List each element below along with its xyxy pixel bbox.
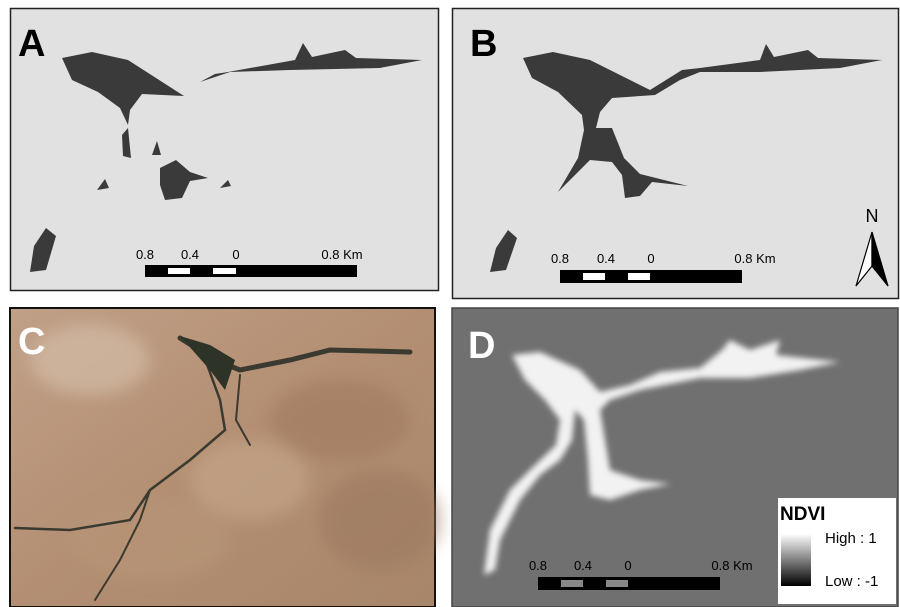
panel-b: B 0.8 0.4 0 0.8 Km N <box>453 9 899 299</box>
scale-label: 0.8 <box>136 247 154 262</box>
panel-c: C <box>10 308 440 607</box>
legend-low: Low : -1 <box>825 573 878 590</box>
scale-label: 0.4 <box>574 558 592 573</box>
legend-title: NDVI <box>780 504 825 525</box>
panel-a: A 0.8 0.4 0 0.8 Km <box>11 9 439 291</box>
scale-label: 0 <box>232 247 239 262</box>
scale-label: 0.8 Km <box>734 251 775 266</box>
scale-label: 0 <box>647 251 654 266</box>
figure: A 0.8 0.4 0 0.8 Km B 0.8 0.4 0 0.8 Km N … <box>0 0 900 607</box>
legend-high: High : 1 <box>825 530 877 547</box>
scale-label: 0.4 <box>597 251 615 266</box>
panel-label: A <box>18 23 45 65</box>
panel-d: D 0.8 0.4 0 0.8 Km NDVI High : 1 Low : -… <box>452 308 898 607</box>
panel-label: C <box>18 321 45 363</box>
scale-label: 0.8 <box>529 558 547 573</box>
north-label: N <box>866 206 879 226</box>
panel-label: B <box>470 23 497 65</box>
scale-label: 0.8 <box>551 251 569 266</box>
legend: NDVI High : 1 Low : -1 <box>778 498 896 604</box>
scale-label: 0.8 Km <box>711 558 752 573</box>
scale-label: 0.4 <box>181 247 199 262</box>
panel-label: D <box>468 325 495 367</box>
scale-label: 0 <box>624 558 631 573</box>
scale-label: 0.8 Km <box>321 247 362 262</box>
